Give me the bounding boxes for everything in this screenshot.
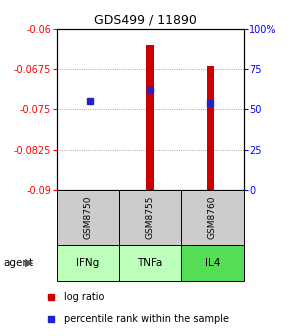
- Text: ▶: ▶: [25, 258, 33, 268]
- Bar: [181, 190, 244, 245]
- Text: GSM8750: GSM8750: [83, 196, 92, 239]
- Bar: [119, 190, 181, 245]
- Text: IL4: IL4: [205, 258, 220, 268]
- Text: GSM8760: GSM8760: [208, 196, 217, 239]
- Text: GSM8755: GSM8755: [146, 196, 155, 239]
- Bar: [57, 245, 119, 281]
- Text: log ratio: log ratio: [64, 292, 104, 302]
- Text: percentile rank within the sample: percentile rank within the sample: [64, 314, 229, 324]
- Bar: [119, 245, 181, 281]
- Text: GDS499 / 11890: GDS499 / 11890: [94, 13, 196, 27]
- Bar: [207, 66, 214, 190]
- Text: IFNg: IFNg: [76, 258, 99, 268]
- Text: TNFa: TNFa: [137, 258, 163, 268]
- Bar: [57, 190, 119, 245]
- Text: agent: agent: [3, 258, 33, 268]
- Bar: [146, 45, 154, 190]
- Bar: [181, 245, 244, 281]
